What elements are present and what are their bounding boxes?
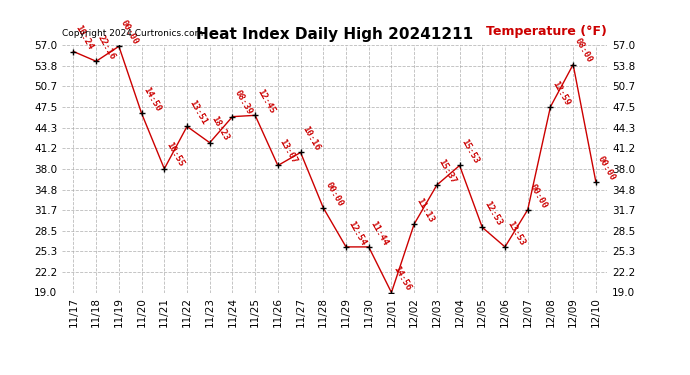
Text: 11:44: 11:44: [368, 219, 390, 247]
Text: 15:37: 15:37: [437, 157, 458, 185]
Text: 00:00: 00:00: [324, 180, 344, 208]
Text: 12:53: 12:53: [482, 200, 504, 227]
Text: 10:24: 10:24: [73, 24, 95, 51]
Text: 13:51: 13:51: [187, 99, 208, 126]
Text: 22:16: 22:16: [96, 33, 117, 61]
Text: Temperature (°F): Temperature (°F): [486, 25, 607, 38]
Text: 14:56: 14:56: [391, 265, 413, 292]
Text: 13:07: 13:07: [278, 138, 299, 165]
Text: Copyright 2024 Curtronics.com: Copyright 2024 Curtronics.com: [62, 28, 204, 38]
Text: 08:00: 08:00: [573, 37, 594, 64]
Text: 14:50: 14:50: [141, 86, 163, 113]
Text: 00:00: 00:00: [596, 154, 617, 182]
Text: 10:55: 10:55: [164, 141, 186, 169]
Text: 12:59: 12:59: [551, 79, 571, 107]
Text: 00:00: 00:00: [119, 18, 140, 46]
Text: 00:00: 00:00: [528, 182, 549, 210]
Text: 12:45: 12:45: [255, 88, 277, 116]
Text: 11:13: 11:13: [414, 196, 435, 224]
Text: 10:16: 10:16: [301, 125, 322, 153]
Title: Heat Index Daily High 20241211: Heat Index Daily High 20241211: [196, 27, 473, 42]
Text: 13:53: 13:53: [505, 219, 526, 247]
Text: 15:53: 15:53: [460, 138, 481, 165]
Text: 12:54: 12:54: [346, 219, 367, 247]
Text: 08:39: 08:39: [233, 89, 254, 117]
Text: 18:23: 18:23: [210, 115, 231, 143]
